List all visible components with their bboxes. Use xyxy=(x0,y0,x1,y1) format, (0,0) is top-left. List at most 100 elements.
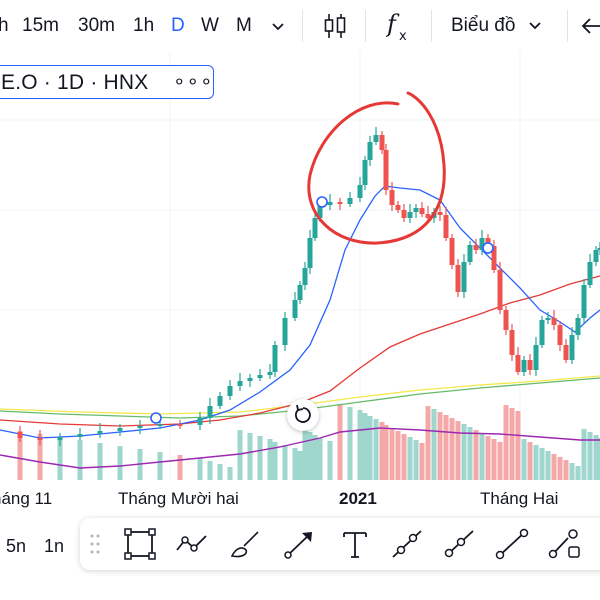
candle-body xyxy=(137,426,143,428)
volume-bar xyxy=(267,439,273,480)
chart-type-dropdown[interactable]: Biểu đồ xyxy=(451,14,543,38)
annotation-circle xyxy=(307,91,446,245)
candle-body xyxy=(395,205,401,210)
ma-yellow-line xyxy=(0,375,600,415)
arrow-icon[interactable] xyxy=(283,528,317,560)
volume-bar xyxy=(491,439,497,480)
chart-type-label: Biểu đồ xyxy=(451,15,516,36)
candle-body xyxy=(569,335,575,360)
candle-body xyxy=(473,245,479,250)
volume-bar xyxy=(581,429,587,480)
interval-15m[interactable]: 15m xyxy=(22,15,59,36)
indicators-button[interactable]: f x xyxy=(385,10,416,49)
brush-icon[interactable] xyxy=(228,528,262,560)
candle-body xyxy=(292,300,298,318)
text-icon[interactable] xyxy=(338,528,372,560)
interval-1h[interactable]: 1h xyxy=(133,15,155,36)
candle-body xyxy=(521,360,527,372)
volume-bar xyxy=(327,441,333,480)
svg-text:x: x xyxy=(399,29,407,42)
volume-bar xyxy=(307,432,313,480)
interval-daily[interactable]: D xyxy=(171,15,185,36)
price-chart[interactable] xyxy=(0,52,600,492)
volume-bar xyxy=(97,443,103,480)
volume-bar xyxy=(395,431,401,480)
candles-icon xyxy=(324,14,346,38)
top-toolbar: h 15m 30m 1h D W M f x Biểu đồ xyxy=(0,0,600,52)
candle-body xyxy=(247,378,253,381)
x-axis-label: háng 11 xyxy=(0,489,53,508)
candle-body xyxy=(327,202,333,205)
symbol-label: E.O · 1D · HNX xyxy=(1,71,149,94)
range-5d-button[interactable]: 5n xyxy=(6,536,27,556)
crosshair-marker xyxy=(482,242,494,254)
volume-bar xyxy=(521,439,527,480)
more-options-button[interactable]: ∘∘∘ xyxy=(173,71,214,93)
reset-chart-button[interactable] xyxy=(287,399,319,431)
x-axis-label: Tháng Mười hai xyxy=(118,489,239,508)
candle-body xyxy=(485,238,491,246)
volume-bar xyxy=(272,442,278,480)
crosshair-marker xyxy=(150,412,162,424)
volume-bar xyxy=(473,430,479,480)
symbol-legend[interactable]: E.O · 1D · HNX ∘∘∘ xyxy=(0,65,214,99)
volume-bar xyxy=(177,455,183,480)
interval-30m[interactable]: 30m xyxy=(78,15,115,36)
candle-body xyxy=(383,150,389,190)
interval-hours[interactable]: h xyxy=(0,15,9,36)
volume-bar xyxy=(485,436,491,480)
candle-body xyxy=(317,205,323,218)
volume-bar xyxy=(77,440,83,480)
candle-body xyxy=(491,246,497,270)
candle-body xyxy=(302,268,308,285)
range-1d-button[interactable]: 1n xyxy=(44,536,65,556)
volume-bar xyxy=(237,430,243,480)
volume-bar xyxy=(467,427,473,480)
candle-body xyxy=(497,270,503,310)
toolbar-separator xyxy=(365,10,366,42)
volume-bar xyxy=(533,445,539,480)
toolbar-separator xyxy=(302,10,303,42)
candle-body xyxy=(449,238,455,265)
candle-body xyxy=(557,325,563,345)
ray-icon[interactable] xyxy=(442,528,476,560)
candle-body xyxy=(539,320,545,345)
rectangle-icon[interactable] xyxy=(123,528,157,560)
candle-body xyxy=(563,345,569,360)
interval-dropdown[interactable] xyxy=(270,14,286,45)
volume-bar xyxy=(337,404,343,480)
volume-bar xyxy=(312,435,318,480)
candle-body xyxy=(227,386,233,396)
trend-line-icon[interactable] xyxy=(390,528,424,560)
volume-bar xyxy=(227,467,233,480)
candle-body xyxy=(337,202,343,204)
candle-body xyxy=(533,345,539,370)
undo-button[interactable] xyxy=(580,14,600,45)
volume-bar xyxy=(563,460,569,480)
interval-weekly[interactable]: W xyxy=(201,15,219,36)
candle-body xyxy=(413,208,419,212)
drag-handle[interactable] xyxy=(90,531,100,557)
chart-style-button[interactable] xyxy=(322,12,348,47)
candle-body xyxy=(509,330,515,355)
volume-bar xyxy=(207,461,213,480)
volume-bar xyxy=(593,435,599,480)
extended-line-icon[interactable] xyxy=(495,528,529,560)
reset-icon xyxy=(295,404,311,423)
volume-bar xyxy=(407,437,413,480)
path-icon[interactable] xyxy=(175,528,209,560)
candle-body xyxy=(575,318,581,335)
x-axis-label: 2021 xyxy=(339,489,377,508)
shape-icon[interactable] xyxy=(548,528,582,560)
volume-bar xyxy=(17,431,23,480)
volume-bar xyxy=(597,438,600,480)
candle-body xyxy=(367,142,373,160)
candle-body xyxy=(347,198,353,204)
interval-monthly[interactable]: M xyxy=(236,15,252,36)
volume-bar xyxy=(197,458,203,480)
candle-body xyxy=(401,210,407,218)
volume-bar xyxy=(455,421,461,480)
volume-bar xyxy=(503,405,509,480)
volume-bar xyxy=(282,445,288,480)
volume-bar xyxy=(389,428,395,480)
